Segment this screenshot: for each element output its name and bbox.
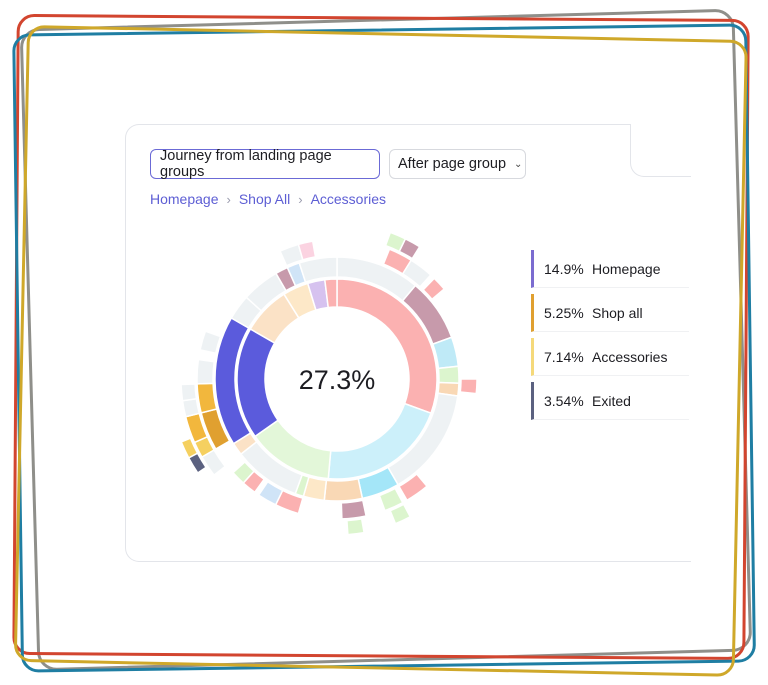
sunburst-segment[interactable] [422, 277, 446, 301]
journey-selector-label: Journey from landing page groups [160, 148, 332, 180]
center-value: 27.3% [299, 365, 376, 395]
sunburst-segment[interactable] [437, 365, 460, 385]
legend-pct: 5.25% [544, 304, 584, 321]
chevron-down-icon: ⌄ [514, 158, 523, 170]
journey-selector-button[interactable]: Journey from landing page groups [150, 148, 380, 180]
sunburst-segment[interactable] [431, 336, 460, 370]
sunburst-segment[interactable] [397, 472, 429, 502]
sunburst-segment[interactable] [340, 499, 367, 520]
after-page-group-label: After page group [398, 156, 507, 172]
legend-pct: 14.9% [544, 260, 584, 277]
after-page-group-dropdown[interactable]: After page group ⌄ [389, 149, 526, 179]
breadcrumb: Homepage › Shop All › Accessories [150, 191, 386, 207]
sunburst-segment[interactable] [378, 487, 404, 512]
legend-pct: 3.54% [544, 392, 584, 409]
sunburst-segment[interactable] [401, 259, 432, 288]
sunburst-segment[interactable] [298, 256, 338, 283]
legend-pct: 7.14% [544, 348, 584, 365]
sunburst-segment[interactable] [199, 330, 222, 355]
breadcrumb-homepage[interactable]: Homepage [150, 191, 219, 207]
sunburst-segment[interactable] [231, 460, 256, 485]
chevron-right-icon: › [298, 191, 303, 207]
sunburst-segment[interactable] [384, 231, 407, 253]
breadcrumb-shop-all[interactable]: Shop All [238, 191, 291, 207]
legend-item-exited[interactable]: 3.54% Exited [531, 382, 689, 420]
sunburst-segment[interactable] [196, 358, 216, 385]
legend-item-shop-all[interactable]: 5.25% Shop all [531, 294, 689, 332]
legend-label: Exited [592, 392, 631, 409]
legend-label: Homepage [592, 260, 661, 277]
legend-label: Accessories [592, 348, 668, 365]
sunburst-segment[interactable] [180, 437, 199, 459]
legend: 14.9% Homepage 5.25% Shop all 7.14% Acce… [531, 250, 689, 426]
sunburst-segment[interactable] [323, 477, 364, 502]
legend-item-homepage[interactable]: 14.9% Homepage [531, 250, 689, 288]
sunburst-segment[interactable] [180, 383, 198, 402]
chevron-right-icon: › [226, 191, 231, 207]
sunburst-segment[interactable] [297, 240, 317, 261]
legend-label: Shop all [592, 304, 643, 321]
sunburst-segment[interactable] [323, 278, 338, 309]
sunburst-segment[interactable] [346, 517, 365, 536]
sunburst-segment[interactable] [398, 237, 421, 260]
legend-item-accessories[interactable]: 7.14% Accessories [531, 338, 689, 376]
sunburst-segment[interactable] [257, 480, 284, 506]
panel-notch [630, 124, 691, 177]
sunburst-segment[interactable] [196, 382, 218, 414]
breadcrumb-accessories[interactable]: Accessories [310, 191, 387, 207]
sunburst-segment[interactable] [181, 397, 201, 418]
sunburst-segment[interactable] [459, 378, 478, 395]
sunburst-segment[interactable] [389, 503, 412, 525]
